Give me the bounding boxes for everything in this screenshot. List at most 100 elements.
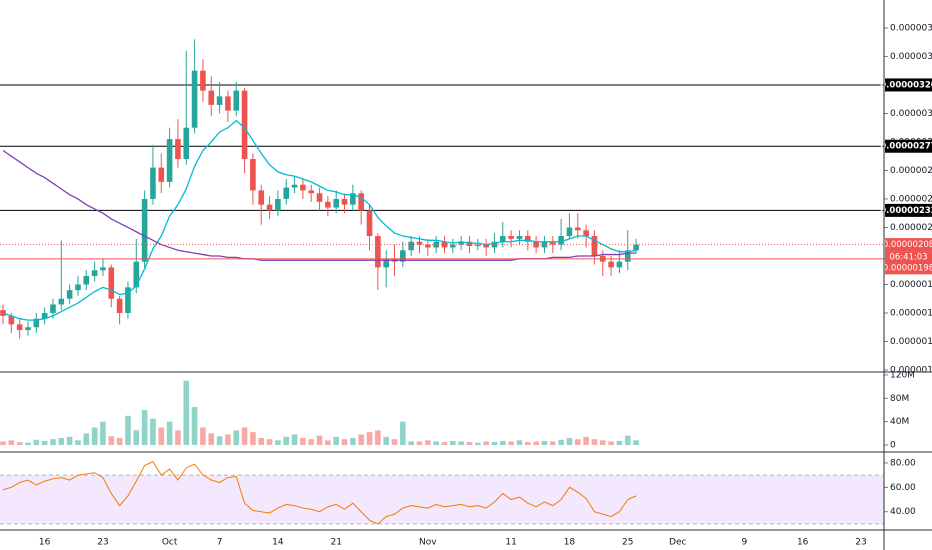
volume-bar — [16, 442, 23, 445]
volume-bar — [366, 432, 373, 445]
candle-body — [175, 139, 181, 160]
volume-bar — [33, 439, 40, 445]
candle-body — [125, 287, 131, 313]
candle-body — [150, 167, 156, 199]
level-label: 0.00000277 — [880, 142, 932, 152]
volume-bar — [558, 439, 564, 445]
countdown: 06:41:03 — [889, 253, 927, 263]
candle-body — [333, 198, 339, 208]
y-tick-label: 120M — [890, 370, 915, 380]
candle-body — [483, 244, 489, 248]
candle-body — [325, 201, 331, 208]
candle-body — [216, 96, 223, 105]
candle-body — [383, 258, 389, 268]
x-tick-label: 23 — [855, 538, 866, 548]
y-tick-label: 0.00000140 — [890, 337, 932, 347]
x-tick-label: 18 — [564, 538, 576, 548]
candle-body — [624, 250, 631, 262]
volume-bar — [266, 439, 273, 445]
volume-bar — [616, 440, 623, 445]
volume-bar — [191, 407, 198, 445]
candle-body — [66, 290, 73, 299]
volume-bar — [0, 441, 6, 445]
level-label-box — [885, 78, 932, 92]
candle-body — [58, 298, 65, 305]
candle-body — [458, 241, 464, 245]
volume-bar — [599, 440, 606, 445]
x-tick-label: 14 — [272, 538, 284, 548]
candle-body — [208, 90, 215, 105]
volume-bar — [8, 440, 15, 445]
volume-bar — [300, 437, 306, 445]
volume-bar — [583, 436, 589, 445]
volume-bar — [624, 435, 631, 445]
candle-body — [591, 236, 598, 256]
x-tick-label: 23 — [97, 538, 108, 548]
candle-body — [358, 193, 364, 211]
candle-body — [183, 127, 190, 160]
candle-body — [233, 90, 240, 111]
candle-body — [616, 261, 623, 268]
volume-bar — [533, 441, 539, 445]
volume-bar — [391, 439, 398, 445]
y-tick-label: 0.00000360 — [890, 23, 932, 33]
volume-bar — [83, 433, 90, 445]
candle-body — [341, 198, 348, 205]
volume-bar — [450, 440, 456, 445]
volume-bar — [216, 436, 223, 445]
rsi-line — [2, 461, 637, 525]
y-tick-label: 80M — [890, 394, 909, 404]
candle-body — [308, 190, 315, 194]
x-tick-label: Oct — [162, 538, 178, 548]
volume-bar — [308, 439, 315, 445]
x-tick-label: 21 — [330, 538, 341, 548]
volume-bar — [250, 432, 256, 445]
y-tick-label: 40.00 — [890, 507, 916, 517]
volume-bar — [141, 409, 148, 445]
level-label: 0.00000232 — [880, 206, 932, 216]
volume-bar — [325, 440, 331, 445]
candle-body — [558, 236, 564, 245]
candle-body — [8, 315, 15, 325]
candle-body — [241, 90, 248, 160]
volume-bar — [291, 434, 298, 445]
volume-bar — [383, 436, 389, 445]
volume-bar — [549, 441, 556, 445]
volume-bar — [66, 436, 73, 445]
y-tick-label: 0 — [890, 440, 896, 450]
x-tick-label: 25 — [622, 538, 633, 548]
volume-bar — [541, 440, 548, 445]
candle-body — [500, 236, 506, 242]
candle-body — [350, 193, 356, 205]
y-tick-label: 40M — [890, 417, 909, 427]
level-label-box — [885, 203, 932, 217]
volume-bar — [458, 441, 464, 445]
candle-body — [516, 236, 523, 239]
volume-bar — [500, 440, 506, 445]
volume-bar — [108, 436, 115, 445]
volume-bar — [400, 421, 406, 445]
x-tick-label: Dec — [669, 538, 686, 548]
candle-body — [75, 284, 81, 291]
candle-body — [425, 244, 431, 248]
candle-body — [408, 241, 414, 251]
countdown-box — [885, 251, 932, 264]
candle-body — [475, 244, 481, 247]
candle-body — [266, 204, 273, 211]
level-label: 0.00000320 — [880, 80, 932, 90]
volume-bar — [591, 439, 598, 445]
candle-body — [366, 210, 373, 237]
y-tick-label: 0.00000220 — [890, 223, 932, 233]
candle-body — [633, 244, 639, 251]
candle-body — [33, 318, 40, 328]
volume-bar — [433, 441, 439, 445]
volume-bar — [333, 436, 339, 445]
volume-bar — [466, 442, 473, 445]
volume-bar — [633, 440, 639, 445]
volume-bar — [275, 440, 281, 445]
volume-bar — [225, 434, 231, 445]
x-tick-label: Nov — [419, 538, 437, 548]
candle-body — [250, 159, 256, 191]
volume-bar — [341, 439, 348, 445]
